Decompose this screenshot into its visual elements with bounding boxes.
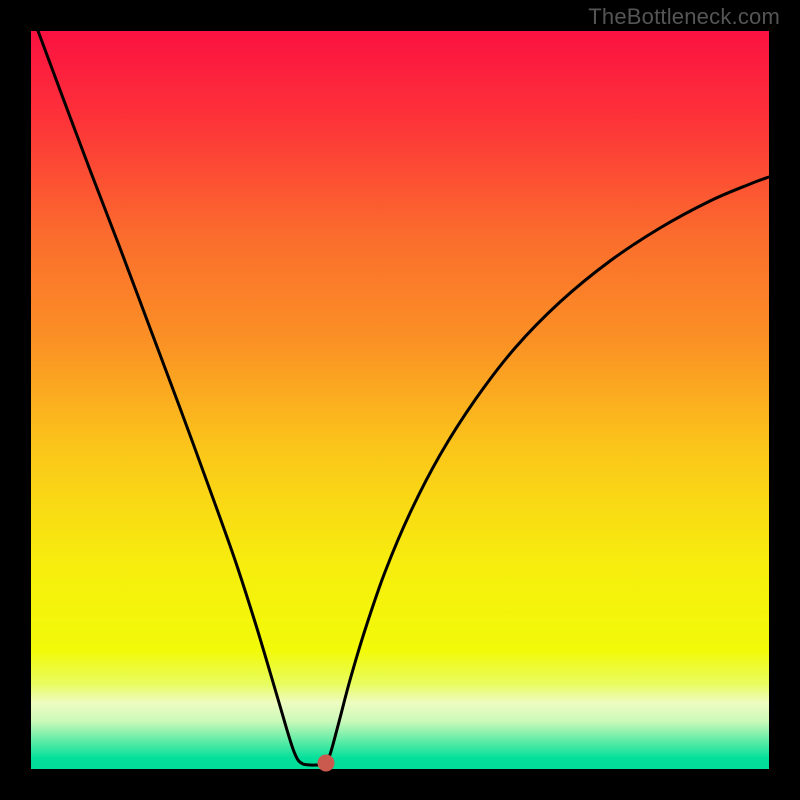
watermark-text: TheBottleneck.com: [588, 4, 780, 30]
chart-container: TheBottleneck.com: [0, 0, 800, 800]
plot-area: [31, 31, 769, 769]
optimal-point-marker: [318, 755, 334, 771]
chart-svg: [0, 0, 800, 800]
